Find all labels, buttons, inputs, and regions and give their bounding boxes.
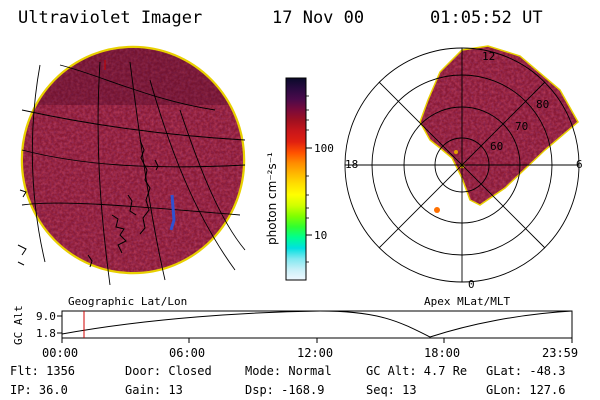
geographic-image-panel [17,45,246,286]
mlt-label-18: 18 [345,158,358,171]
polar-image-panel: 12 18 6 0 80 70 60 [344,45,583,291]
door-status: Door: Closed [125,364,212,378]
altitude-ytick: 9.0 [36,310,56,323]
colorbar-unit-label: photon cm⁻²s⁻¹ [265,152,279,245]
altitude-plot-frame [61,310,573,339]
altitude-ylabel: GC Alt [12,305,25,345]
mode-status: Mode: Normal [245,364,332,378]
altitude-ytick: 1.8 [36,327,56,340]
lat-label-80: 80 [536,98,549,111]
altitude-xtick: 12:00 [297,346,334,360]
observation-time: 01:05:52 UT [430,8,543,28]
lat-label-70: 70 [515,120,528,133]
geographic-panel-label: Geographic Lat/Lon [68,295,188,308]
ocean-region-mark [169,194,176,231]
observation-date: 17 Nov 00 [272,8,365,28]
coastline [17,139,159,268]
altitude-xtick: 00:00 [42,346,79,360]
gain-value: Gain: 13 [125,383,183,397]
instrument-title: Ultraviolet Imager [18,8,203,28]
altitude-plot: 9.0 1.8 GC Alt [12,305,573,345]
flight-number: Flt: 1356 [10,364,76,378]
geographic-latitude: GLat: -48.3 [486,364,566,378]
gc-altitude: GC Alt: 4.7 Re [366,364,468,378]
mlt-label-0: 0 [468,278,475,291]
ip-value: IP: 36.0 [10,383,68,397]
altitude-xtick: 23:59 [542,346,579,360]
geographic-grid [21,61,246,286]
colorbar-scale [285,77,307,281]
lat-label-60: 60 [490,140,503,153]
colorbar: 100 10 photon cm⁻²s⁻¹ [265,77,334,281]
dsp-value: Dsp: -168.9 [245,383,325,397]
colorbar-tick-label: 10 [314,229,327,242]
altitude-xtick: 18:00 [424,346,461,360]
image-rim [20,45,246,275]
mlt-label-6: 6 [576,158,583,171]
altitude-xtick: 06:00 [169,346,206,360]
polar-grid [344,47,580,283]
mlt-label-12: 12 [482,50,495,63]
bright-spot [434,207,440,213]
geographic-longitude: GLon: 127.6 [486,383,566,397]
altitude-curve [61,310,573,338]
sequence-number: Seq: 13 [366,383,417,397]
colorbar-tick-label: 100 [314,142,334,155]
polar-panel-label: Apex MLat/MLT [424,295,511,308]
